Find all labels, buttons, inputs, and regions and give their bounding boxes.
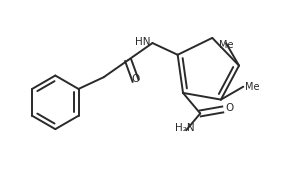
Text: O: O xyxy=(132,74,140,84)
Text: O: O xyxy=(226,103,234,113)
Text: HN: HN xyxy=(135,37,151,47)
Text: Me: Me xyxy=(219,40,233,50)
Text: H₂N: H₂N xyxy=(175,123,195,133)
Text: Me: Me xyxy=(245,82,260,92)
